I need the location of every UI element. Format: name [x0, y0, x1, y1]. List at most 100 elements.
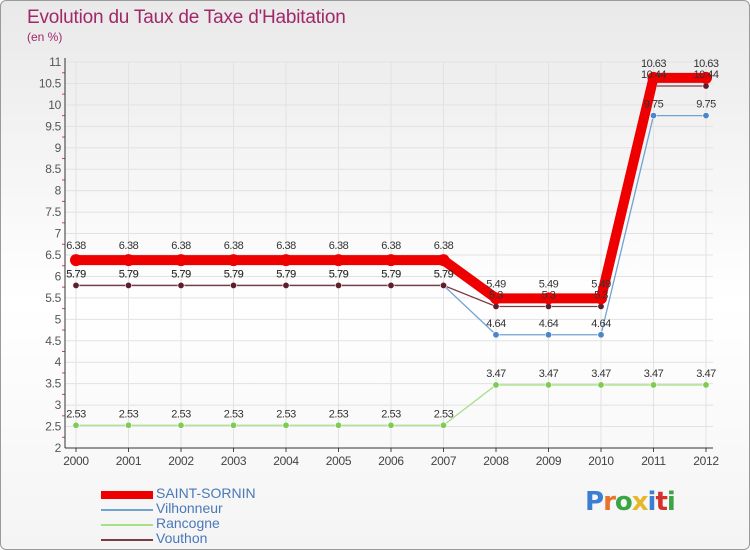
data-label: 5.79 [224, 268, 244, 280]
y-tick-label: 10 [48, 98, 61, 112]
y-tick-label: 4 [55, 355, 62, 369]
data-point [387, 421, 395, 429]
y-tick-label: 3.5 [45, 377, 61, 391]
data-point [439, 421, 447, 429]
y-tick-label: 9.5 [45, 119, 61, 133]
x-tick-label: 2008 [483, 454, 509, 468]
data-label: 9.75 [644, 99, 664, 111]
data-label: 2.53 [66, 408, 86, 420]
data-point [230, 281, 238, 289]
data-label: 6.38 [434, 240, 454, 252]
y-tick-label: 4.5 [45, 334, 61, 348]
data-label: 10.44 [693, 69, 718, 81]
data-point [702, 381, 710, 389]
chart-title: Evolution du Taux de Taxe d'Habitation [27, 7, 346, 28]
data-point [332, 254, 345, 267]
data-point [492, 331, 500, 339]
data-point [125, 421, 133, 429]
legend-swatch [101, 509, 153, 511]
data-label: 5.79 [66, 268, 86, 280]
legend-label: SAINT-SORNIN [156, 485, 256, 501]
data-label: 6.38 [276, 240, 296, 252]
data-label: 5.79 [329, 268, 349, 280]
y-tick-label: 2 [55, 441, 62, 455]
y-tick-label: 3 [55, 398, 62, 412]
data-label: 6.38 [119, 240, 139, 252]
data-label: 5.49 [591, 278, 611, 290]
data-label: 2.53 [171, 408, 191, 420]
data-label: 2.53 [329, 408, 349, 420]
data-label: 5.79 [276, 268, 296, 280]
data-label: 9.75 [696, 99, 716, 111]
data-label: 5.49 [539, 278, 559, 290]
y-tick-label: 6 [55, 269, 62, 283]
data-label: 2.53 [381, 408, 401, 420]
legend-swatch [101, 524, 153, 526]
x-tick-label: 2006 [378, 454, 404, 468]
data-label: 3.47 [696, 368, 716, 380]
data-label: 6.38 [171, 240, 191, 252]
data-label: 5.79 [381, 268, 401, 280]
data-point [542, 292, 555, 305]
data-label: 6.38 [329, 240, 349, 252]
data-label: 4.64 [486, 318, 506, 330]
data-point [492, 381, 500, 389]
logo-letter: i [647, 487, 657, 517]
y-tick-label: 11 [49, 55, 61, 69]
data-point [595, 292, 607, 305]
logo-letter: x [631, 487, 649, 517]
data-point [334, 421, 342, 429]
logo-letter: t [655, 487, 667, 517]
data-label: 5.79 [434, 268, 454, 280]
data-point [439, 281, 447, 289]
data-label: 5.79 [434, 268, 454, 280]
x-tick-label: 2009 [536, 454, 562, 468]
data-point [125, 281, 133, 289]
data-label: 3.47 [486, 368, 506, 380]
data-label: 3.47 [591, 368, 611, 380]
x-tick-label: 2005 [326, 454, 352, 468]
data-point [702, 112, 710, 120]
data-label: 3.47 [539, 368, 559, 380]
data-point [177, 421, 185, 429]
x-tick-label: 2000 [63, 454, 89, 468]
data-label: 5.3 [489, 289, 503, 301]
legend-label: Rancogne [156, 515, 220, 531]
data-point [282, 421, 290, 429]
y-tick-label: 6.5 [45, 248, 61, 262]
logo-letter: r [603, 487, 616, 517]
data-label: 3.47 [644, 368, 664, 380]
legend-label: Vouthon [156, 530, 208, 546]
data-point [649, 112, 657, 120]
data-point [122, 254, 135, 267]
data-label: 5.79 [381, 268, 401, 280]
data-point [227, 254, 240, 267]
x-tick-label: 2012 [693, 454, 719, 468]
y-tick-label: 10.5 [39, 76, 62, 90]
legend-label: Vilhonneur [156, 500, 223, 516]
data-point [700, 71, 712, 84]
logo-letter: o [614, 487, 633, 517]
data-label: 5.3 [594, 289, 608, 301]
data-label: 4.64 [591, 318, 611, 330]
data-point [597, 331, 605, 339]
data-point [230, 421, 238, 429]
data-point [387, 281, 395, 289]
x-tick-label: 2007 [431, 454, 457, 468]
data-label: 10.44 [641, 69, 666, 81]
data-point [544, 381, 552, 389]
logo-letter: i [666, 487, 676, 517]
data-label: 5.79 [171, 268, 191, 280]
data-point [72, 421, 80, 429]
data-label: 10.63 [641, 58, 666, 70]
y-tick-label: 8.5 [45, 162, 61, 176]
x-tick-label: 2010 [588, 454, 614, 468]
x-tick-label: 2011 [641, 454, 666, 468]
y-tick-label: 9 [55, 141, 62, 155]
data-label: 5.79 [224, 268, 244, 280]
data-label: 4.64 [539, 318, 559, 330]
data-point [334, 281, 342, 289]
legend-swatch [101, 539, 153, 541]
